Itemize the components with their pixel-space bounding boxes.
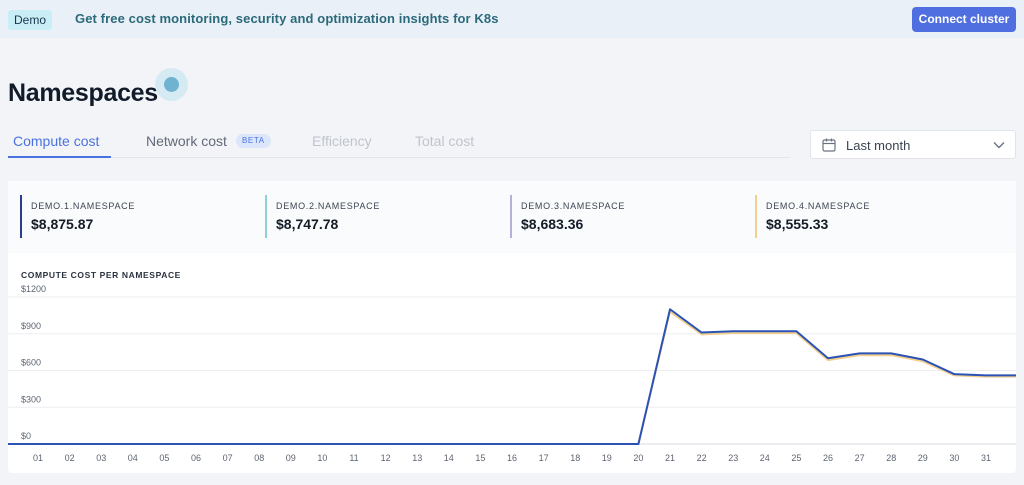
- namespace-cost: $8,555.33: [766, 216, 829, 232]
- tab-efficiency[interactable]: Efficiency: [312, 133, 372, 149]
- compute-cost-chart: $0 $300 $600 $900 $1200 01 02 03 04 05 06 07 08 09 10 1…: [8, 285, 1016, 463]
- namespace-summary: DEMO.1.NAMESPACE $8,875.87 DEMO.2.NAMESP…: [8, 181, 1016, 253]
- x-tick-label: 08: [254, 453, 264, 463]
- beta-badge: BETA: [236, 134, 271, 148]
- x-tick-label: 28: [886, 453, 896, 463]
- chevron-down-icon: [993, 142, 1005, 149]
- x-tick-label: 12: [381, 453, 391, 463]
- cost-tabs: Compute cost Network cost BETA Efficienc…: [8, 128, 790, 158]
- page-title: Namespaces: [8, 79, 158, 107]
- tab-network-cost[interactable]: Network cost: [146, 133, 227, 149]
- x-tick-label: 26: [823, 453, 833, 463]
- namespace-cost: $8,875.87: [31, 216, 94, 232]
- x-tick-label: 29: [918, 453, 928, 463]
- namespace-stat[interactable]: DEMO.1.NAMESPACE $8,875.87: [20, 195, 135, 238]
- namespace-stat[interactable]: DEMO.4.NAMESPACE $8,555.33: [755, 195, 870, 238]
- demo-badge: Demo: [8, 10, 53, 30]
- x-tick-label: 07: [223, 453, 233, 463]
- connect-cluster-button[interactable]: Connect cluster: [912, 7, 1016, 32]
- namespace-cost: $8,683.36: [521, 216, 584, 232]
- x-tick-label: 17: [539, 453, 549, 463]
- x-tick-label: 16: [507, 453, 517, 463]
- demo-banner: Demo Get free cost monitoring, security …: [0, 0, 1024, 38]
- x-tick-label: 23: [728, 453, 738, 463]
- tab-total-cost[interactable]: Total cost: [415, 133, 475, 149]
- x-tick-label: 13: [412, 453, 422, 463]
- x-tick-label: 06: [191, 453, 201, 463]
- x-tick-label: 03: [96, 453, 106, 463]
- cost-card: DEMO.1.NAMESPACE $8,875.87 DEMO.2.NAMESP…: [8, 181, 1016, 473]
- x-tick-label: 11: [349, 453, 358, 463]
- x-tick-label: 02: [65, 453, 75, 463]
- namespace-stat[interactable]: DEMO.2.NAMESPACE $8,747.78: [265, 195, 380, 238]
- x-tick-label: 21: [665, 453, 675, 463]
- x-tick-label: 01: [33, 453, 43, 463]
- x-tick-label: 27: [855, 453, 865, 463]
- namespace-name: DEMO.4.NAMESPACE: [766, 201, 871, 211]
- x-tick-label: 25: [791, 453, 801, 463]
- chart-title: COMPUTE COST PER NAMESPACE: [21, 270, 181, 280]
- status-dot-inner: [164, 77, 179, 92]
- x-tick-label: 04: [128, 453, 138, 463]
- x-tick-label: 10: [317, 453, 327, 463]
- x-tick-label: 24: [760, 453, 770, 463]
- x-tick-label: 22: [697, 453, 707, 463]
- calendar-icon: [822, 138, 836, 152]
- namespace-stat[interactable]: DEMO.3.NAMESPACE $8,683.36: [510, 195, 625, 238]
- namespace-name: DEMO.1.NAMESPACE: [31, 201, 136, 211]
- y-tick-label: $900: [21, 321, 41, 331]
- x-tick-label: 15: [475, 453, 485, 463]
- active-tab-indicator: [8, 156, 111, 158]
- namespace-cost: $8,747.78: [276, 216, 339, 232]
- series-line: [8, 310, 1016, 445]
- series-line: [8, 308, 1016, 445]
- date-range-select[interactable]: Last month: [810, 130, 1016, 159]
- x-tick-label: 30: [949, 453, 959, 463]
- x-tick-label: 19: [602, 453, 612, 463]
- date-range-value: Last month: [846, 138, 911, 153]
- y-tick-label: $1200: [21, 285, 46, 294]
- x-tick-label: 18: [570, 453, 580, 463]
- x-tick-label: 09: [286, 453, 296, 463]
- y-tick-label: $300: [21, 394, 41, 404]
- y-tick-label: $600: [21, 358, 41, 368]
- namespace-name: DEMO.3.NAMESPACE: [521, 201, 626, 211]
- x-tick-label: 14: [444, 453, 454, 463]
- namespace-name: DEMO.2.NAMESPACE: [276, 201, 381, 211]
- banner-message: Get free cost monitoring, security and o…: [75, 11, 499, 26]
- y-tick-label: $0: [21, 431, 31, 441]
- x-tick-label: 05: [159, 453, 169, 463]
- x-tick-label: 20: [633, 453, 643, 463]
- x-tick-label: 31: [981, 453, 991, 463]
- tab-compute-cost[interactable]: Compute cost: [13, 133, 100, 149]
